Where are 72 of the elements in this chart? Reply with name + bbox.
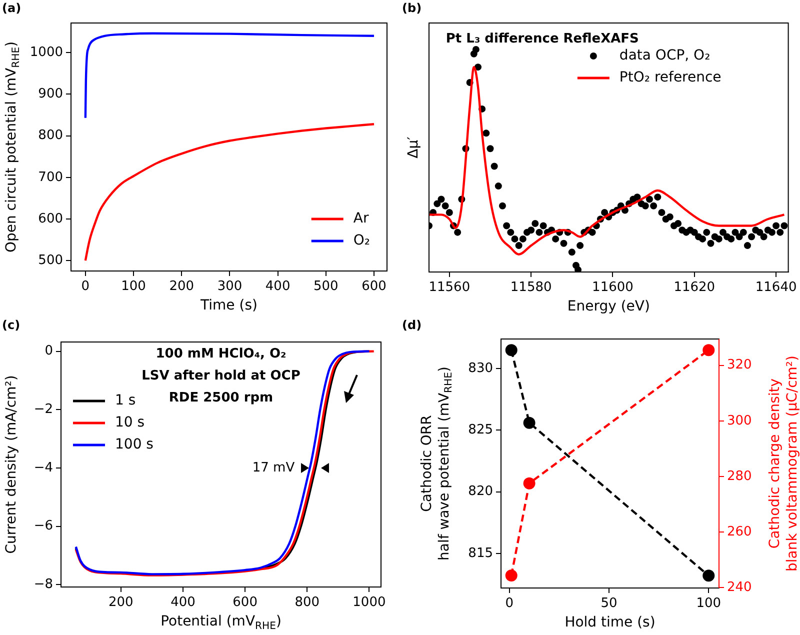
x-tick-label: 100 — [696, 596, 722, 612]
y-tick-label: 600 — [38, 211, 63, 226]
x-axis-title: Energy (eV) — [567, 298, 650, 315]
legend-label: PtO₂ reference — [619, 70, 722, 86]
x-tick-label: 11620 — [674, 280, 716, 296]
legend-label: 100 s — [115, 436, 154, 453]
x-tick-label: 50 — [600, 596, 618, 612]
point — [702, 570, 715, 582]
x-tick-label: 11600 — [592, 280, 634, 296]
legend-label: Ar — [353, 210, 369, 227]
annotation: 100 mM HClO₄, O₂ — [156, 346, 286, 362]
annotation: LSV after hold at OCP — [142, 368, 300, 384]
y2-tick-label: 320 — [727, 358, 752, 373]
y-tick-label: 1000 — [30, 44, 63, 60]
x-tick-label: 600 — [362, 279, 386, 294]
x-tick-label: 300 — [217, 279, 242, 294]
annotation: RDE 2500 rpm — [168, 390, 274, 406]
text: Pt L₃ difference RefleXAFS — [446, 31, 639, 46]
y-axis-title: Cathodic ORR half wave potential (mVRHE) — [418, 366, 455, 560]
y2-tick-label: 260 — [727, 524, 752, 540]
y-tick-label: 800 — [38, 128, 63, 144]
x-tick-label: 1000 — [352, 595, 386, 610]
point — [523, 477, 536, 490]
x-tick-label: 200 — [108, 595, 134, 610]
y-tick-label: 0 — [44, 344, 53, 359]
x-tick-label: 11640 — [755, 280, 797, 296]
chart-title: (d) — [402, 318, 422, 332]
y-tick-label: 820 — [468, 484, 493, 500]
x-axis-title: Time (s) — [200, 298, 258, 314]
y2-tick-label: 240 — [727, 580, 752, 595]
point — [505, 570, 518, 582]
legend-label: O₂ — [353, 232, 370, 249]
y-tick-label: 830 — [468, 360, 493, 376]
point — [505, 344, 518, 356]
x-axis-title: Hold time (s) — [564, 614, 656, 631]
y2-axis-title: Cathodic charge density blank voltammogram (µC/cm²) — [766, 355, 800, 572]
x-tick-label: 0 — [81, 279, 90, 294]
y-tick-label: 815 — [468, 546, 493, 561]
y-axis-title: Δμ′ — [406, 136, 422, 158]
y2-tick-label: 280 — [727, 468, 752, 484]
y-axis-title: Current density (mA/cm²) — [4, 375, 20, 554]
x-tick-label: 200 — [169, 279, 194, 294]
legend-label: 10 s — [115, 414, 145, 431]
y-tick-label: −6 — [34, 518, 53, 534]
chart-title: (c) — [2, 318, 20, 332]
y-tick-label: −4 — [34, 460, 53, 476]
y-tick-label: 825 — [468, 422, 493, 438]
y-tick-label: −8 — [34, 577, 53, 592]
y-tick-label: 500 — [38, 252, 63, 268]
y-tick-label: 700 — [38, 170, 63, 185]
y2-tick-label: 300 — [727, 413, 752, 428]
legend-label: data OCP, O₂ — [619, 48, 710, 64]
line-series — [84, 32, 376, 119]
x-tick-label: 0 — [505, 596, 514, 612]
legend-label: 1 s — [115, 392, 136, 409]
x-tick-label: 400 — [265, 279, 290, 294]
x-tick-label: 100 — [121, 279, 146, 294]
chart-title: (b) — [402, 1, 422, 16]
annotation: 17 mV — [252, 460, 295, 476]
y-tick-label: −2 — [34, 402, 53, 418]
chart-title: (a) — [2, 1, 22, 16]
x-tick-label: 600 — [232, 595, 258, 610]
y-tick-label: 900 — [38, 86, 63, 102]
y-axis-title: Open circuit potential (mVRHE) — [4, 41, 22, 253]
line-series — [84, 123, 376, 262]
x-tick-label: 11580 — [510, 280, 552, 296]
x-tick-label: 400 — [170, 595, 196, 610]
x-tick-label: 800 — [294, 595, 320, 610]
point — [702, 344, 715, 356]
x-tick-label: 11560 — [428, 280, 470, 296]
x-tick-label: 500 — [314, 279, 338, 294]
point — [523, 416, 536, 429]
